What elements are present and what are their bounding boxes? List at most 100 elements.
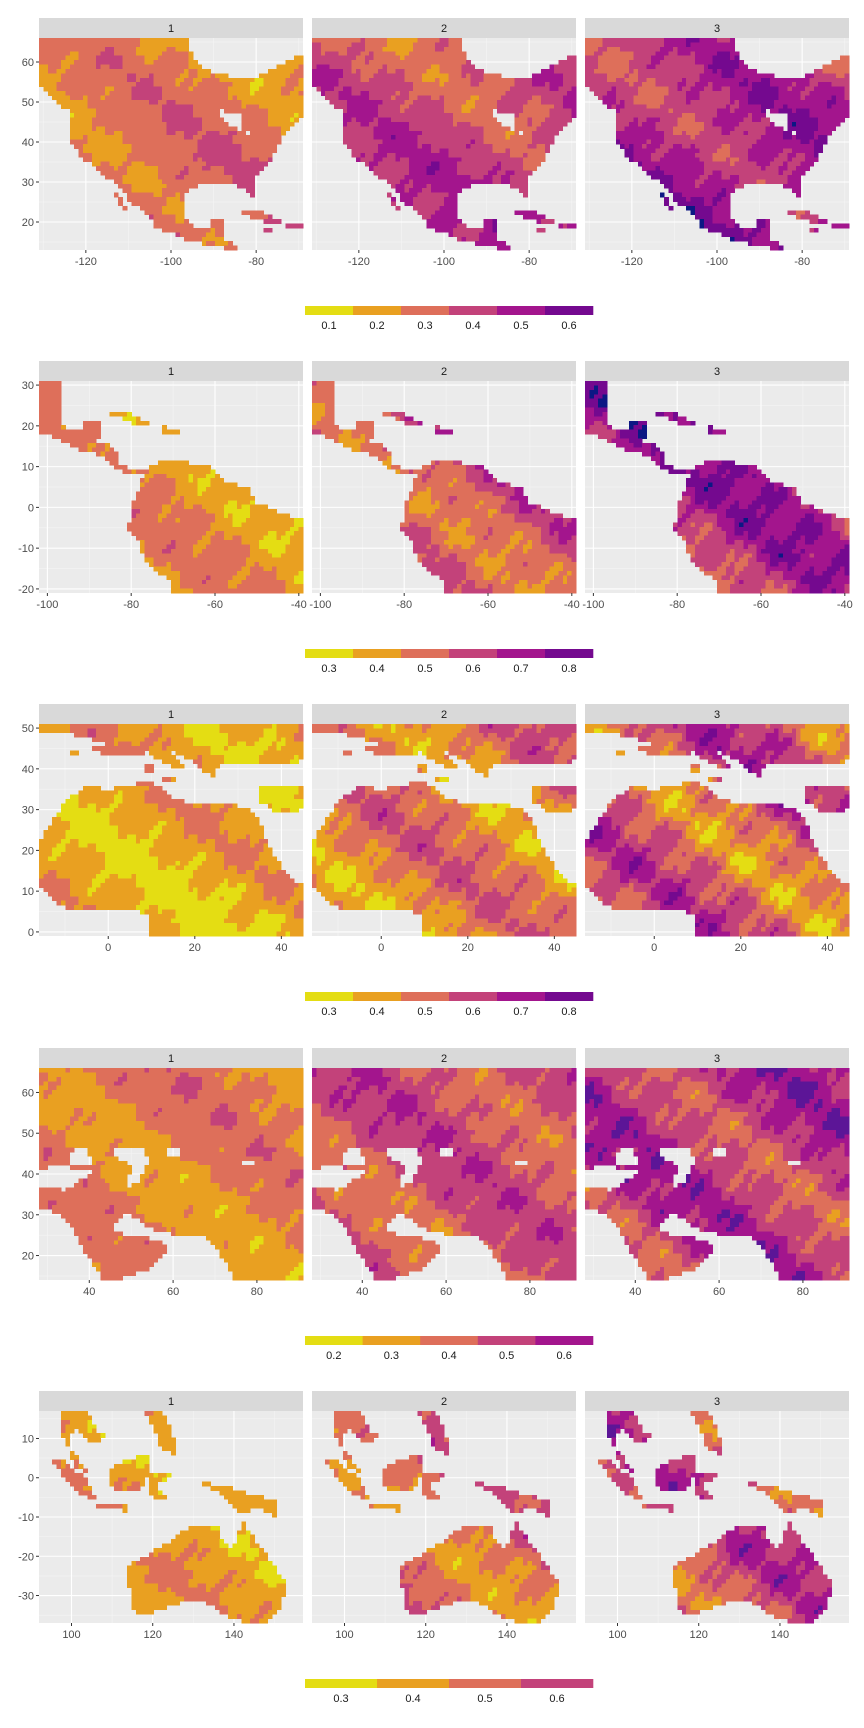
raster-cell	[175, 73, 181, 79]
raster-cell	[39, 38, 44, 43]
raster-cell	[474, 166, 480, 171]
x-tick-label: -100	[433, 256, 455, 268]
raster-cell	[708, 95, 713, 101]
raster-cell	[43, 38, 49, 43]
raster-cell	[725, 214, 731, 220]
raster-cell	[765, 130, 771, 136]
raster-cell	[712, 183, 718, 189]
raster-cell	[149, 55, 154, 61]
raster-cell	[659, 82, 665, 87]
raster-cell	[461, 86, 467, 92]
raster-cell	[699, 174, 705, 180]
raster-cell	[769, 139, 775, 145]
raster-cell	[690, 95, 696, 101]
raster-cell	[589, 64, 595, 70]
raster-cell	[382, 51, 388, 57]
raster-cell	[554, 99, 559, 105]
raster-cell	[122, 64, 128, 70]
raster-cell	[391, 144, 396, 149]
raster-cell	[651, 91, 656, 96]
raster-cell	[201, 227, 207, 233]
raster-cell	[162, 174, 167, 180]
raster-cell	[171, 42, 176, 48]
raster-cell	[329, 42, 335, 48]
raster-cell	[430, 170, 436, 176]
raster-cell	[378, 82, 383, 87]
raster-cell	[241, 135, 247, 140]
raster-cell	[382, 152, 388, 158]
raster-cell	[382, 135, 388, 140]
raster-cell	[400, 179, 405, 185]
raster-cell	[74, 68, 79, 74]
raster-cell	[408, 108, 414, 114]
raster-cell	[730, 227, 735, 233]
raster-cell	[298, 68, 304, 74]
raster-cell	[712, 148, 718, 154]
raster-cell	[778, 135, 784, 140]
raster-cell	[739, 113, 744, 118]
raster-cell	[223, 174, 229, 180]
raster-cell	[78, 82, 84, 87]
raster-cell	[752, 152, 757, 158]
raster-cell	[677, 152, 683, 158]
raster-cell	[725, 144, 731, 149]
raster-cell	[118, 68, 123, 74]
raster-cell	[624, 55, 630, 61]
raster-cell	[338, 73, 344, 79]
raster-cell	[430, 183, 436, 189]
raster-cell	[761, 170, 766, 176]
raster-cell	[113, 113, 119, 118]
raster-cell	[140, 130, 145, 136]
raster-cell	[369, 42, 374, 48]
raster-cell	[589, 42, 595, 48]
raster-cell	[721, 77, 727, 83]
raster-cell	[483, 157, 489, 163]
raster-cell	[761, 121, 766, 127]
raster-cell	[488, 126, 493, 132]
raster-cell	[673, 135, 678, 140]
raster-cell	[730, 152, 735, 158]
raster-cell	[245, 77, 251, 83]
raster-cell	[153, 126, 159, 132]
raster-cell	[593, 68, 599, 74]
raster-cell	[74, 91, 79, 96]
raster-cell	[153, 192, 159, 198]
raster-cell	[659, 117, 665, 123]
raster-cell	[686, 64, 691, 70]
raster-cell	[373, 68, 379, 74]
raster-cell	[400, 77, 405, 83]
raster-cell	[184, 135, 189, 140]
raster-cell	[285, 91, 291, 96]
raster-cell	[725, 139, 731, 145]
raster-cell	[721, 201, 727, 207]
raster-cell	[166, 77, 172, 83]
raster-cell	[620, 130, 625, 136]
raster-cell	[505, 170, 511, 176]
raster-cell	[109, 113, 115, 118]
raster-cell	[536, 152, 542, 158]
raster-cell	[69, 139, 75, 145]
raster-cell	[254, 130, 260, 136]
raster-cell	[422, 68, 427, 74]
raster-cell	[131, 77, 137, 83]
raster-cell	[699, 60, 705, 65]
raster-cell	[664, 144, 669, 149]
raster-cell	[96, 91, 101, 96]
raster-cell	[149, 183, 154, 189]
raster-cell	[426, 91, 432, 96]
raster-cell	[113, 148, 119, 154]
raster-cell	[83, 77, 88, 83]
raster-cell	[285, 121, 291, 127]
raster-cell	[637, 86, 643, 92]
raster-cell	[105, 130, 110, 136]
raster-cell	[457, 99, 462, 105]
raster-cell	[708, 121, 713, 127]
raster-cell	[250, 95, 255, 101]
raster-cell	[549, 113, 555, 118]
raster-cell	[241, 77, 247, 83]
raster-cell	[232, 170, 238, 176]
raster-cell	[430, 135, 436, 140]
raster-cell	[769, 82, 775, 87]
raster-cell	[651, 38, 656, 43]
raster-cell	[756, 135, 762, 140]
